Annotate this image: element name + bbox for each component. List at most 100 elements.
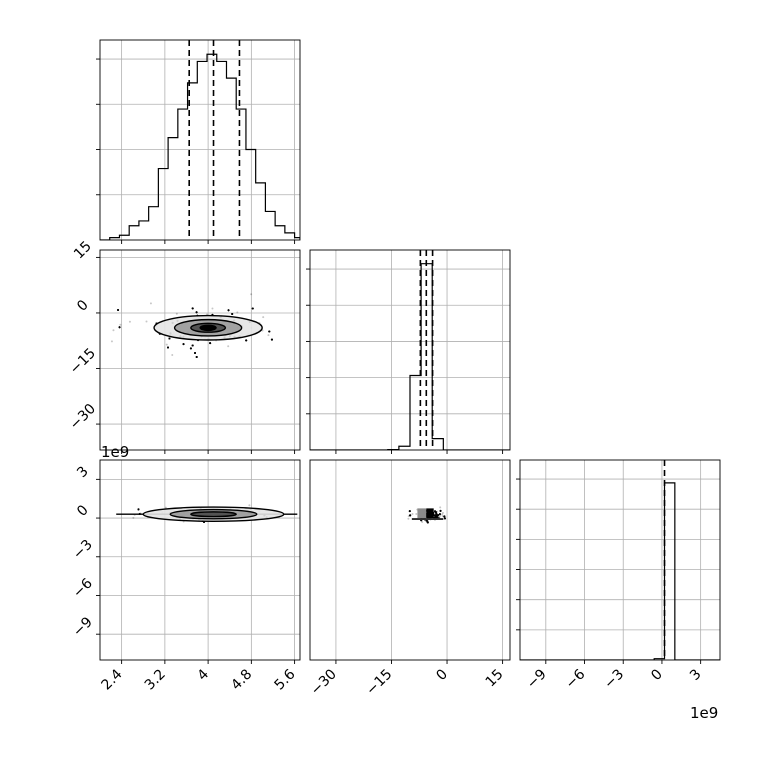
scatter-point <box>194 351 197 354</box>
scatter-point <box>191 344 194 347</box>
scatter-point <box>117 308 120 311</box>
scatter-point <box>168 337 171 340</box>
scatter-point <box>443 515 446 518</box>
offset-label-x: 1e9 <box>690 704 718 722</box>
scatter-point <box>166 346 169 349</box>
scatter-point <box>438 513 441 516</box>
scatter-point <box>195 311 198 314</box>
scatter-point <box>227 309 230 312</box>
scatter-point <box>408 510 411 513</box>
scatter-point <box>434 514 437 517</box>
scatter-point <box>434 510 437 513</box>
scatter-point <box>436 516 439 519</box>
scatter-point <box>435 512 438 515</box>
scatter-point <box>434 514 437 517</box>
scatter-point <box>434 511 437 514</box>
scatter-point <box>434 511 437 514</box>
scatter-point <box>195 356 198 359</box>
scatter-point <box>117 308 120 311</box>
scatter-point <box>434 514 437 517</box>
scatter-point <box>245 339 248 342</box>
scatter-point <box>441 511 444 514</box>
scatter-point <box>251 307 254 310</box>
scatter-point <box>443 515 446 518</box>
density-block <box>411 518 444 520</box>
scatter-point <box>191 307 194 310</box>
scatter-point <box>439 509 442 512</box>
scatter-point <box>409 514 412 517</box>
scatter-point <box>189 347 192 350</box>
scatter-point <box>436 514 439 517</box>
scatter-point <box>433 514 436 517</box>
scatter-point <box>182 343 185 346</box>
scatter-point <box>194 351 197 354</box>
scatter-p0-p2-grid <box>100 460 300 660</box>
scatter-point <box>137 508 140 511</box>
scatter-point <box>171 353 174 356</box>
scatter-point <box>211 307 214 310</box>
scatter-point <box>436 516 439 519</box>
scatter-point <box>209 342 212 345</box>
scatter-point <box>443 515 446 518</box>
scatter-point <box>437 514 440 517</box>
scatter-point <box>434 515 437 518</box>
scatter-point <box>409 514 412 517</box>
scatter-point <box>231 313 234 316</box>
scatter-point <box>426 520 429 523</box>
scatter-p1-p2-grid <box>335 460 503 660</box>
scatter-point <box>438 513 441 516</box>
scatter-point <box>434 515 437 518</box>
scatter-point <box>436 516 439 519</box>
scatter-point <box>434 515 437 518</box>
scatter-point <box>117 308 120 311</box>
scatter-point <box>245 339 248 342</box>
scatter-point <box>182 343 185 346</box>
scatter-point <box>168 337 171 340</box>
scatter-point <box>166 346 169 349</box>
scatter-point <box>191 344 194 347</box>
scatter-point <box>436 516 439 519</box>
scatter-point <box>195 356 198 359</box>
scatter-point <box>421 521 424 524</box>
scatter-point <box>426 521 429 524</box>
scatter-point <box>231 313 234 316</box>
scatter-point <box>195 311 198 314</box>
scatter-point <box>194 351 197 354</box>
scatter-point <box>443 517 446 520</box>
scatter-point <box>426 521 429 524</box>
scatter-point <box>434 515 437 518</box>
scatter-point <box>426 520 429 523</box>
scatter-point <box>408 510 411 513</box>
scatter-point <box>436 516 439 519</box>
scatter-point <box>194 351 197 354</box>
scatter-point <box>443 517 446 520</box>
scatter-point <box>268 330 271 333</box>
scatter-point <box>270 338 273 341</box>
scatter-point <box>182 343 185 346</box>
scatter-point <box>439 509 442 512</box>
scatter-point <box>434 511 437 514</box>
scatter-point <box>409 514 412 517</box>
scatter-point <box>270 338 273 341</box>
y-tick-label: −6 <box>70 575 96 601</box>
scatter-point <box>434 515 437 518</box>
scatter-point <box>437 514 440 517</box>
y-tick-label: −9 <box>70 614 96 640</box>
scatter-point <box>117 308 120 311</box>
scatter-point <box>117 308 120 311</box>
density-block <box>426 508 434 519</box>
scatter-point <box>426 521 429 524</box>
scatter-point <box>191 344 194 347</box>
scatter-point <box>118 326 121 329</box>
x-tick-label: −3 <box>601 666 627 692</box>
scatter-point <box>195 311 198 314</box>
scatter-point <box>195 356 198 359</box>
scatter-point <box>434 511 437 514</box>
scatter-point <box>195 311 198 314</box>
scatter-point <box>191 307 194 310</box>
scatter-point <box>409 514 412 517</box>
scatter-point <box>433 514 436 517</box>
scatter-point <box>166 346 169 349</box>
scatter-point <box>191 344 194 347</box>
scatter-point <box>409 514 412 517</box>
